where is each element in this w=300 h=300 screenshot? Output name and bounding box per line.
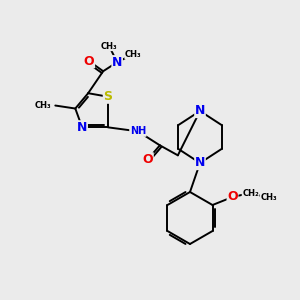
Text: O: O: [227, 190, 238, 203]
Text: CH₃: CH₃: [35, 101, 51, 110]
Text: CH₃: CH₃: [125, 50, 142, 59]
Text: O: O: [84, 55, 94, 68]
Text: NH: NH: [130, 126, 146, 136]
Text: N: N: [112, 56, 122, 69]
Text: CH₃: CH₃: [101, 42, 118, 51]
Text: S: S: [103, 90, 112, 103]
Text: N: N: [195, 104, 205, 118]
Text: N: N: [195, 157, 205, 169]
Text: O: O: [142, 153, 153, 166]
Text: CH₃: CH₃: [260, 194, 277, 202]
Text: CH₂: CH₂: [242, 188, 259, 197]
Text: N: N: [77, 121, 87, 134]
